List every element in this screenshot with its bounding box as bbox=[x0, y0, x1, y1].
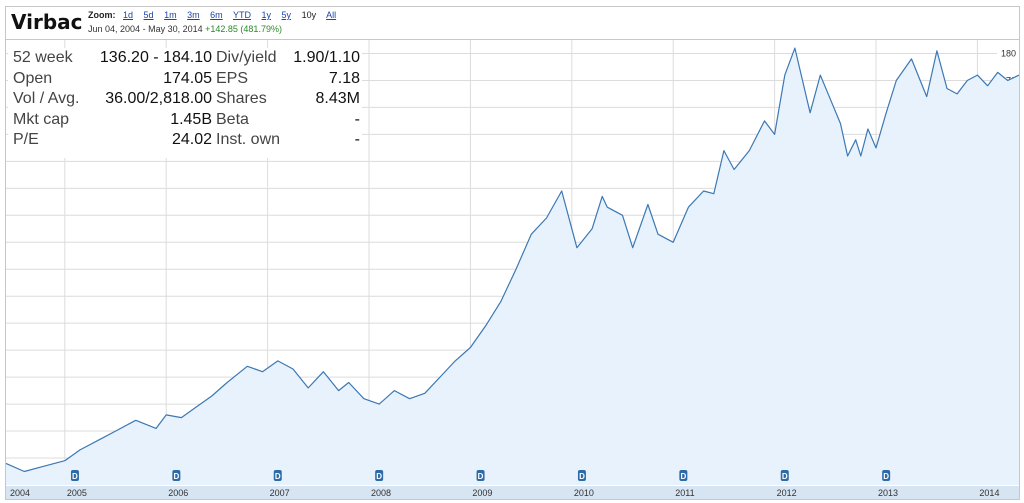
stat-label: P/E bbox=[13, 131, 39, 149]
stat-value: 24.02 bbox=[171, 131, 212, 149]
zoom-ytd[interactable]: YTD bbox=[233, 10, 251, 20]
x-tick-label: 2010 bbox=[574, 488, 594, 498]
zoom-bar: Zoom: 1d 5d 1m 3m 6m YTD 1y 5y 10y All bbox=[88, 10, 344, 20]
stat-value: 1.90/1.10 bbox=[293, 49, 360, 66]
dividend-marker-label: D bbox=[173, 472, 179, 481]
stat-label: Open bbox=[13, 69, 53, 87]
zoom-6m[interactable]: 6m bbox=[210, 10, 223, 20]
stat-label: Inst. own bbox=[216, 131, 281, 149]
stat-value: 8.43M bbox=[315, 90, 360, 108]
x-tick-label: 2008 bbox=[371, 488, 391, 498]
dividend-marker-label: D bbox=[883, 472, 889, 481]
date-range: Jun 04, 2004 - May 30, 2014 +142.85 (481… bbox=[88, 24, 282, 34]
dividend-marker[interactable] bbox=[577, 470, 586, 481]
dividend-marker[interactable] bbox=[882, 470, 891, 481]
key-stats-panel: 52 week 136.20 - 184.10 Div/yield 1.90/1.10… bbox=[8, 48, 362, 158]
zoom-1y[interactable]: 1y bbox=[261, 10, 272, 20]
header-divider bbox=[6, 39, 1019, 40]
date-start: Jun 04, 2004 bbox=[88, 24, 141, 34]
dividend-marker-label: D bbox=[782, 472, 788, 481]
chart-frame bbox=[5, 6, 1020, 500]
price-line bbox=[5, 47, 1020, 473]
zoom-label: Zoom: bbox=[88, 10, 116, 20]
stat-label: Shares bbox=[216, 90, 267, 108]
dividend-marker-label: D bbox=[72, 472, 78, 481]
stat-value: 136.20 - 184.10 bbox=[99, 49, 212, 66]
stat-label: Vol / Avg. bbox=[13, 90, 80, 108]
x-tick-label: 2014 bbox=[979, 488, 999, 498]
zoom-1d[interactable]: 1d bbox=[123, 10, 134, 20]
zoom-all[interactable]: All bbox=[326, 10, 337, 20]
dividend-marker[interactable] bbox=[375, 470, 384, 481]
zoom-10y-selected[interactable]: 10y bbox=[301, 10, 317, 20]
stat-label: Mkt cap bbox=[13, 110, 70, 128]
x-tick-label: 2011 bbox=[675, 488, 694, 498]
x-tick-label: 2006 bbox=[168, 488, 188, 498]
stat-row: 52 week 136.20 - 184.10 Div/yield 1.90/1.10 bbox=[13, 48, 363, 68]
stat-row: Open 174.05 EPS 7.18 bbox=[13, 69, 363, 89]
price-change: +142.85 (481.79%) bbox=[205, 24, 282, 34]
dividend-marker[interactable] bbox=[70, 470, 79, 481]
x-tick-label: 2009 bbox=[472, 488, 492, 498]
dividend-marker-label: D bbox=[275, 472, 281, 481]
stat-label: 52 week bbox=[13, 49, 73, 66]
stat-label: EPS bbox=[216, 69, 249, 87]
stat-value: - bbox=[354, 131, 360, 149]
stat-value: 174.05 bbox=[163, 69, 212, 87]
company-name: Virbac bbox=[11, 10, 83, 34]
stat-row: P/E 24.02 Inst. own - bbox=[13, 130, 363, 150]
dividend-marker-label: D bbox=[680, 472, 686, 481]
x-tick-label: 2004 bbox=[10, 488, 30, 498]
dividend-marker[interactable] bbox=[476, 470, 485, 481]
stat-value: 36.00/2,818.00 bbox=[105, 90, 212, 108]
dividend-marker-label: D bbox=[376, 472, 382, 481]
stat-label: Beta bbox=[216, 110, 249, 128]
dividend-marker[interactable] bbox=[780, 470, 789, 481]
date-end: May 30, 2014 bbox=[148, 24, 203, 34]
x-tick-label: 2013 bbox=[878, 488, 898, 498]
x-axis-band bbox=[6, 486, 1019, 499]
dividend-marker[interactable] bbox=[679, 470, 688, 481]
stat-value: - bbox=[354, 110, 360, 128]
dividend-marker-label: D bbox=[579, 472, 585, 481]
zoom-5y[interactable]: 5y bbox=[281, 10, 292, 20]
x-tick-label: 2012 bbox=[777, 488, 797, 498]
stat-row: Vol / Avg. 36.00/2,818.00 Shares 8.43M bbox=[13, 89, 363, 109]
zoom-3m[interactable]: 3m bbox=[187, 10, 200, 20]
x-tick-label: 2007 bbox=[270, 488, 290, 498]
zoom-1m[interactable]: 1m bbox=[164, 10, 177, 20]
dividend-marker[interactable] bbox=[273, 470, 282, 481]
y-tick-label: 180 bbox=[1001, 48, 1016, 58]
date-separator: - bbox=[142, 24, 146, 34]
dividend-marker-label: D bbox=[478, 472, 484, 481]
price-area bbox=[6, 48, 1019, 485]
stat-value: 7.18 bbox=[328, 69, 360, 87]
stat-label: Div/yield bbox=[216, 49, 277, 66]
stat-value: 1.45B bbox=[170, 110, 212, 128]
x-tick-label: 2005 bbox=[67, 488, 87, 498]
dividend-marker[interactable] bbox=[172, 470, 181, 481]
zoom-5d[interactable]: 5d bbox=[143, 10, 154, 20]
stat-row: Mkt cap 1.45B Beta - bbox=[13, 110, 363, 130]
